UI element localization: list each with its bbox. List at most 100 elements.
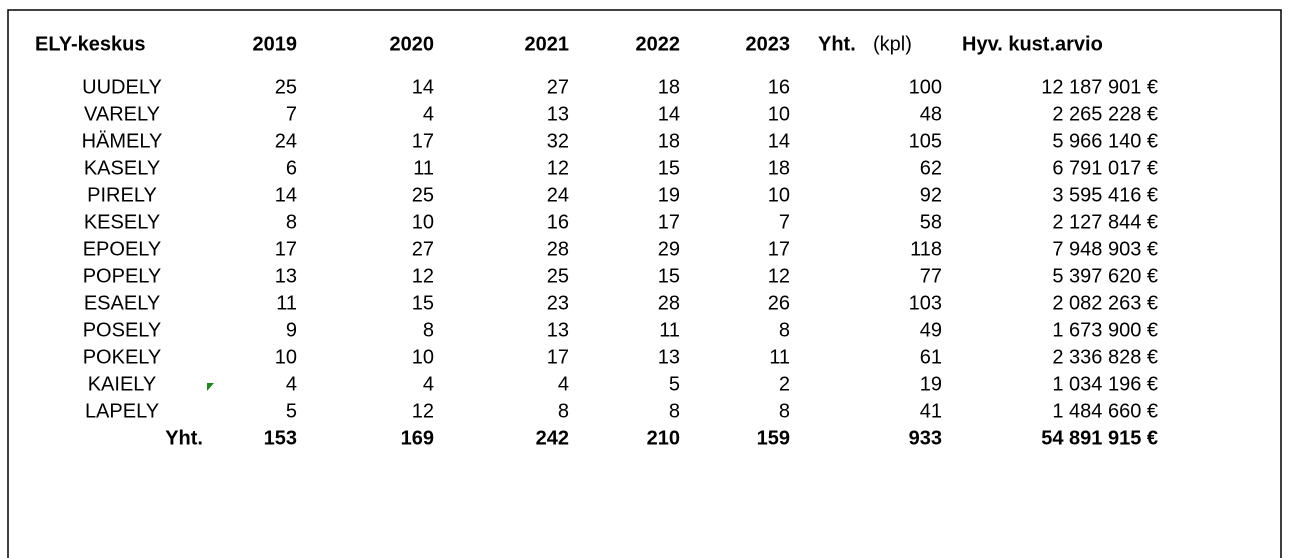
cell: 17 (658, 211, 680, 233)
row-label: POPELY (83, 265, 162, 287)
cell: 10 (768, 184, 790, 206)
cell: 29 (658, 238, 680, 260)
cell: 12 (412, 400, 434, 422)
cell: 8 (286, 211, 297, 233)
header-cell: Yht. (818, 33, 856, 55)
total-cell: 153 (264, 427, 297, 449)
cell: 11 (276, 292, 297, 314)
cell: 12 (412, 265, 434, 287)
frame (7, 9, 1282, 558)
cell: 12 187 901 € (1041, 76, 1158, 98)
cell: 2 336 828 € (1052, 346, 1158, 368)
cell: 1 034 196 € (1052, 373, 1158, 395)
cell: 7 (779, 211, 790, 233)
cell: 16 (547, 211, 569, 233)
cell: 25 (412, 184, 434, 206)
cell: 27 (412, 238, 434, 260)
cell: 17 (412, 130, 434, 152)
cell: 15 (658, 157, 680, 179)
cell: 11 (769, 346, 790, 368)
cell: 28 (547, 238, 569, 260)
cell: 14 (658, 103, 680, 125)
total-cell: 159 (757, 427, 790, 449)
cell: 92 (920, 184, 942, 206)
cell: 49 (920, 319, 942, 341)
row-label: HÄMELY (82, 130, 163, 152)
row-label: VARELY (84, 103, 160, 125)
cell: 4 (423, 103, 434, 125)
cell: 17 (547, 346, 569, 368)
cell: 103 (909, 292, 942, 314)
header-cell: 2019 (253, 33, 298, 55)
cell: 18 (768, 157, 790, 179)
cell: 61 (920, 346, 942, 368)
cell: 8 (423, 319, 434, 341)
header-cell: ELY-keskus (35, 33, 145, 55)
cell: 15 (412, 292, 434, 314)
cell: 18 (658, 130, 680, 152)
header-cell: 2022 (636, 33, 681, 55)
cell: 4 (423, 373, 434, 395)
header-unit: (kpl) (873, 33, 912, 55)
cell: 14 (412, 76, 434, 98)
cell: 1 673 900 € (1052, 319, 1158, 341)
cell: 2 265 228 € (1052, 103, 1158, 125)
row-label: KASELY (84, 157, 160, 179)
cell: 7 948 903 € (1052, 238, 1158, 260)
cell: 58 (920, 211, 942, 233)
cell: 105 (909, 130, 942, 152)
cell: 13 (547, 319, 569, 341)
cell: 5 (669, 373, 680, 395)
cell: 16 (768, 76, 790, 98)
cell: 18 (658, 76, 680, 98)
row-label: KAIELY (88, 373, 157, 395)
cell: 28 (658, 292, 680, 314)
cell: 10 (768, 103, 790, 125)
cell: 11 (659, 319, 680, 341)
cell: 2 (779, 373, 790, 395)
cell: 8 (558, 400, 569, 422)
cell: 8 (779, 319, 790, 341)
total-cell: 933 (909, 427, 942, 449)
total-cell: 210 (647, 427, 680, 449)
cell: 62 (920, 157, 942, 179)
cell: 3 595 416 € (1052, 184, 1158, 206)
cell: 5 397 620 € (1052, 265, 1158, 287)
header-cell: 2023 (746, 33, 791, 55)
total-cell: 169 (401, 427, 434, 449)
row-label: POSELY (83, 319, 162, 341)
header-cell: 2020 (390, 33, 435, 55)
cell: 15 (658, 265, 680, 287)
cell: 5 966 140 € (1052, 130, 1158, 152)
row-label: EPOELY (83, 238, 162, 260)
row-label: ESAELY (84, 292, 160, 314)
cell: 23 (547, 292, 569, 314)
cell: 10 (412, 346, 434, 368)
total-label: Yht. (165, 427, 203, 449)
header-cell: 2021 (525, 33, 570, 55)
cell: 24 (275, 130, 297, 152)
cell: 10 (412, 211, 434, 233)
cell: 5 (286, 400, 297, 422)
cell: 48 (920, 103, 942, 125)
total-cell: 242 (536, 427, 569, 449)
cell: 13 (547, 103, 569, 125)
total-cell: 54 891 915 € (1041, 427, 1158, 449)
cell: 8 (779, 400, 790, 422)
cell: 2 082 263 € (1052, 292, 1158, 314)
cell: 32 (547, 130, 569, 152)
cell: 1 484 660 € (1052, 400, 1158, 422)
cell: 27 (547, 76, 569, 98)
cell: 19 (658, 184, 680, 206)
cell: 17 (275, 238, 297, 260)
cell: 19 (920, 373, 942, 395)
cell: 13 (275, 265, 297, 287)
cell: 13 (658, 346, 680, 368)
row-label: LAPELY (85, 400, 159, 422)
cell: 41 (920, 400, 942, 422)
cell: 12 (768, 265, 790, 287)
cell: 6 (286, 157, 297, 179)
cell: 77 (920, 265, 942, 287)
header-cell: Hyv. kust.arvio (962, 33, 1103, 55)
cell: 25 (275, 76, 297, 98)
